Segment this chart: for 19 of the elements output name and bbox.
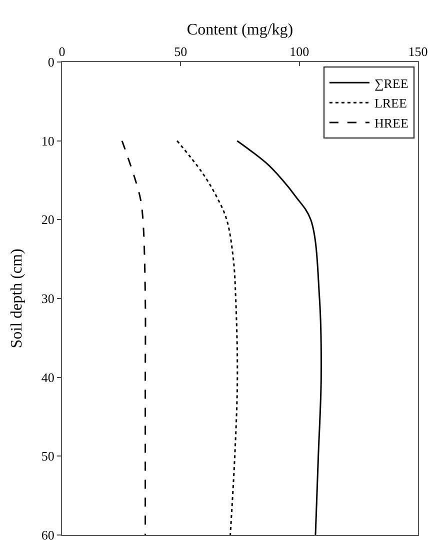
line-series: [236, 140, 322, 535]
y-tick-label: 40: [41, 370, 54, 385]
legend-label: LREE: [374, 96, 407, 111]
y-tick-label: 0: [48, 54, 54, 70]
y-axis-title: Soil depth (cm): [8, 248, 26, 348]
y-tick-label: 60: [41, 528, 54, 543]
y-tick-label: 20: [41, 212, 54, 228]
x-tick-label: 100: [290, 44, 310, 59]
legend-label: HREE: [374, 116, 408, 131]
y-tick-label: 50: [41, 448, 54, 464]
x-tick-label: 150: [408, 44, 428, 59]
x-tick-label: 50: [174, 44, 188, 59]
y-tick-label: 10: [41, 133, 54, 148]
legend-label: ∑REE: [374, 76, 408, 91]
line-series: [176, 140, 238, 535]
line-series: [121, 140, 146, 535]
x-axis-title: Content (mg/kg): [186, 22, 294, 39]
x-tick-label: 0: [58, 44, 66, 59]
y-tick-label: 30: [41, 291, 54, 306]
